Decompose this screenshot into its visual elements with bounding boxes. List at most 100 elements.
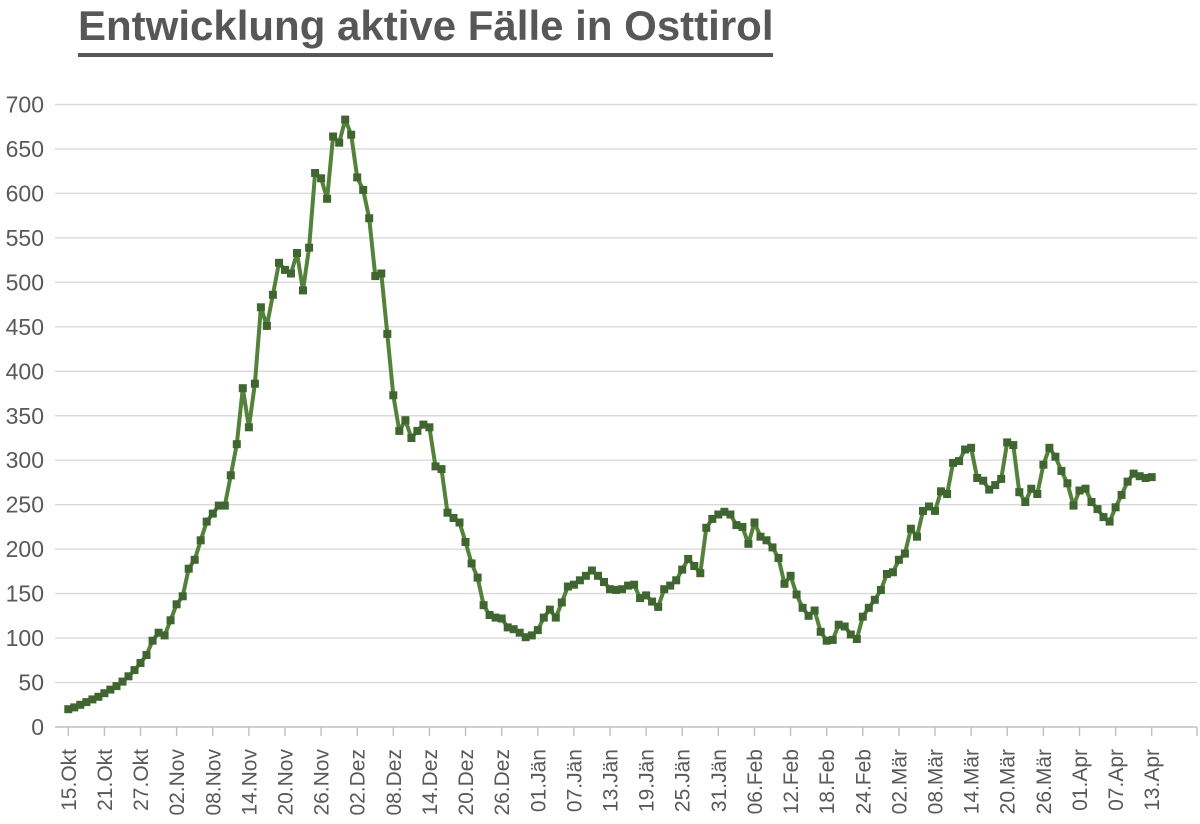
y-axis-labels: 0 50 100 150 200 250 300 350 400 450 500 550 600 650 7… <box>6 92 44 741</box>
data-point <box>461 538 470 546</box>
data-point <box>630 580 639 589</box>
data-point <box>1015 488 1024 497</box>
data-point <box>431 462 440 471</box>
data-point <box>154 628 163 637</box>
data-point <box>497 614 506 623</box>
data-point <box>1099 513 1108 522</box>
data-point <box>479 601 488 610</box>
data-point <box>184 564 193 573</box>
data-point <box>88 695 97 704</box>
data-point <box>1021 498 1030 506</box>
data-point <box>76 700 85 709</box>
data-point <box>1093 505 1102 514</box>
data-point <box>750 518 759 527</box>
x-axis-label: 08.Mär <box>925 749 948 814</box>
data-point <box>1135 472 1144 481</box>
data-point <box>275 258 283 267</box>
data-point <box>244 423 253 432</box>
data-point <box>262 321 271 330</box>
data-point <box>323 194 332 203</box>
data-point <box>979 476 988 485</box>
data-point <box>1075 486 1084 495</box>
y-axis-label: 400 <box>6 358 44 384</box>
data-point <box>852 635 861 643</box>
series-line <box>66 117 1154 712</box>
y-axis-label: 500 <box>6 269 44 295</box>
data-point <box>882 570 891 578</box>
data-point <box>100 689 109 698</box>
x-axis-label: 26.Mär <box>1033 749 1056 814</box>
data-point <box>1009 441 1018 450</box>
data-point <box>696 569 705 578</box>
data-point <box>455 518 464 527</box>
data-point <box>172 600 181 609</box>
data-point <box>961 445 970 454</box>
data-point <box>563 582 572 591</box>
data-point <box>973 474 982 482</box>
data-point <box>70 703 79 712</box>
x-axis-label: 01.Apr <box>1069 749 1092 811</box>
data-point <box>521 633 530 642</box>
data-point <box>142 651 151 659</box>
data-point <box>94 692 103 701</box>
data-point <box>329 132 338 141</box>
y-axis-label: 450 <box>6 314 44 340</box>
data-point <box>347 130 356 139</box>
data-point <box>407 434 416 442</box>
data-point <box>106 685 115 694</box>
data-point <box>726 510 735 519</box>
data-point <box>955 457 964 466</box>
data-point <box>1063 479 1072 488</box>
data-point <box>287 269 295 278</box>
data-points <box>64 115 1156 714</box>
data-point <box>810 606 819 615</box>
data-point <box>684 554 693 563</box>
y-axis-label: 350 <box>6 403 44 429</box>
data-point <box>702 523 711 532</box>
x-axis-label: 27.Okt <box>130 749 153 811</box>
data-point <box>268 290 277 299</box>
data-point <box>931 506 939 515</box>
data-point <box>196 536 205 545</box>
data-point <box>894 555 903 564</box>
data-point <box>425 423 434 432</box>
y-axis-label: 250 <box>6 492 44 518</box>
data-point <box>906 524 915 533</box>
data-point <box>401 416 410 425</box>
data-point <box>557 598 566 607</box>
y-axis-label: 150 <box>6 581 44 607</box>
data-point <box>1057 466 1066 475</box>
data-point <box>834 620 843 629</box>
data-point <box>925 502 933 511</box>
data-point <box>569 580 578 589</box>
y-axis-label: 600 <box>6 180 44 206</box>
data-point <box>708 514 717 523</box>
data-point <box>991 481 1000 490</box>
data-point <box>672 576 681 585</box>
data-point <box>1087 498 1096 506</box>
y-axis-label: 300 <box>6 447 44 473</box>
x-axis-label: 20.Mär <box>997 749 1020 814</box>
x-axis-label: 20.Dez <box>455 749 478 816</box>
data-point <box>371 272 380 281</box>
y-axis-label: 50 <box>18 670 44 696</box>
data-point <box>690 562 699 570</box>
data-point <box>130 666 139 675</box>
data-point <box>594 571 602 580</box>
data-point <box>365 214 374 223</box>
data-point <box>383 329 392 338</box>
data-point <box>353 173 362 182</box>
data-point <box>792 590 801 599</box>
data-point <box>900 549 909 558</box>
x-axis-label: 14.Dez <box>419 749 442 816</box>
data-point <box>937 487 945 496</box>
data-point <box>919 506 927 515</box>
data-point <box>587 566 596 575</box>
data-point <box>1039 460 1048 469</box>
data-point <box>160 631 169 640</box>
data-point <box>1129 469 1138 478</box>
data-point <box>768 543 777 552</box>
data-point <box>606 585 614 594</box>
data-point <box>509 625 518 634</box>
